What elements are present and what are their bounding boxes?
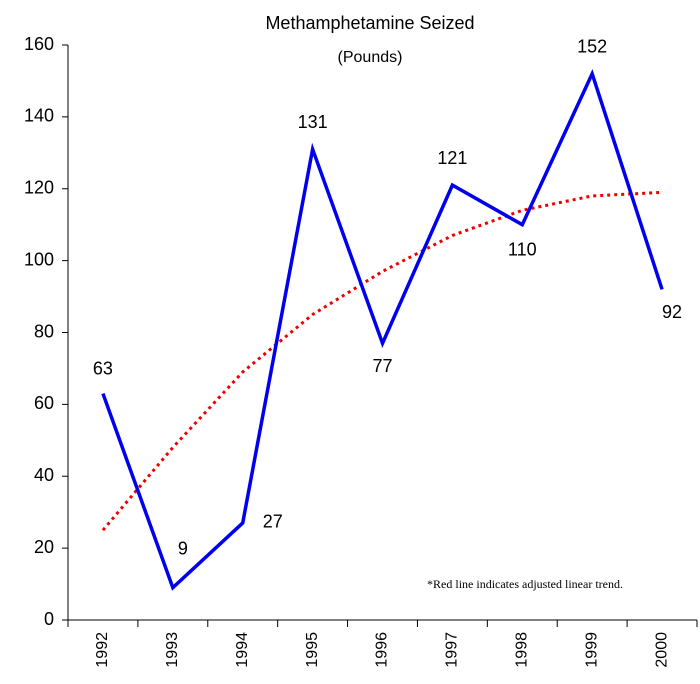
x-tick-label: 1996 <box>374 632 391 668</box>
trend-line <box>101 190 663 532</box>
annotation: *Red line indicates adjusted linear tren… <box>427 577 623 591</box>
y-tick-label: 140 <box>24 106 54 126</box>
y-tick-label: 20 <box>34 537 54 557</box>
chart-subtitle: (Pounds) <box>338 49 403 66</box>
y-tick-label: 120 <box>24 178 54 198</box>
data-label: 63 <box>93 358 113 378</box>
x-tick-label: 1992 <box>94 632 111 668</box>
data-label: 27 <box>263 512 283 532</box>
y-tick-label: 80 <box>34 321 54 341</box>
data-line <box>101 68 664 591</box>
data-label: 9 <box>178 538 188 558</box>
x-tick-label: 1995 <box>304 632 321 668</box>
x-tick-label: 2000 <box>653 632 670 668</box>
x-tick-label: 1998 <box>513 632 530 668</box>
y-tick-label: 0 <box>44 609 54 629</box>
x-tick-label: 1997 <box>444 632 461 668</box>
x-tick-label: 1999 <box>583 632 600 668</box>
y-tick-label: 160 <box>24 34 54 54</box>
chart-title: Methamphetamine Seized <box>265 13 474 33</box>
y-tick-label: 60 <box>34 393 54 413</box>
data-label: 92 <box>662 302 682 322</box>
data-label: 131 <box>298 112 328 132</box>
x-tick-label: 1994 <box>234 632 251 668</box>
data-label: 110 <box>508 239 537 259</box>
data-label: 77 <box>372 356 392 376</box>
y-tick-label: 100 <box>24 249 54 269</box>
x-tick-label: 1993 <box>164 632 181 668</box>
data-label: 121 <box>437 148 467 168</box>
data-label: 152 <box>577 37 607 57</box>
y-tick-label: 40 <box>34 465 54 485</box>
